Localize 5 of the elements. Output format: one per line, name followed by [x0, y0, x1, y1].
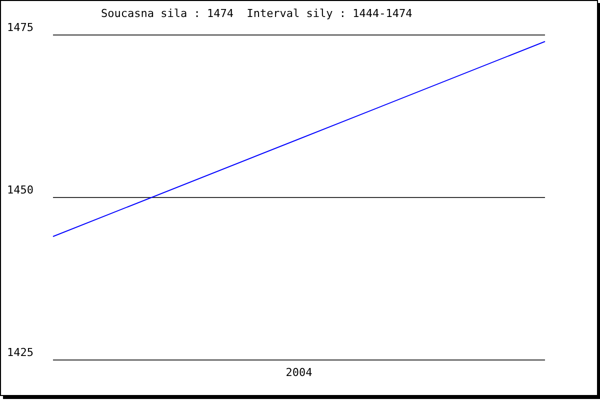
x-tick-label: 2004: [286, 366, 313, 379]
y-tick-label: 1475: [7, 21, 34, 34]
chart-title: Soucasna sila : 1474 Interval sily : 1444-1474: [101, 7, 412, 20]
y-tick-label: 1450: [7, 184, 34, 196]
y-tick-label: 1425: [7, 346, 34, 359]
